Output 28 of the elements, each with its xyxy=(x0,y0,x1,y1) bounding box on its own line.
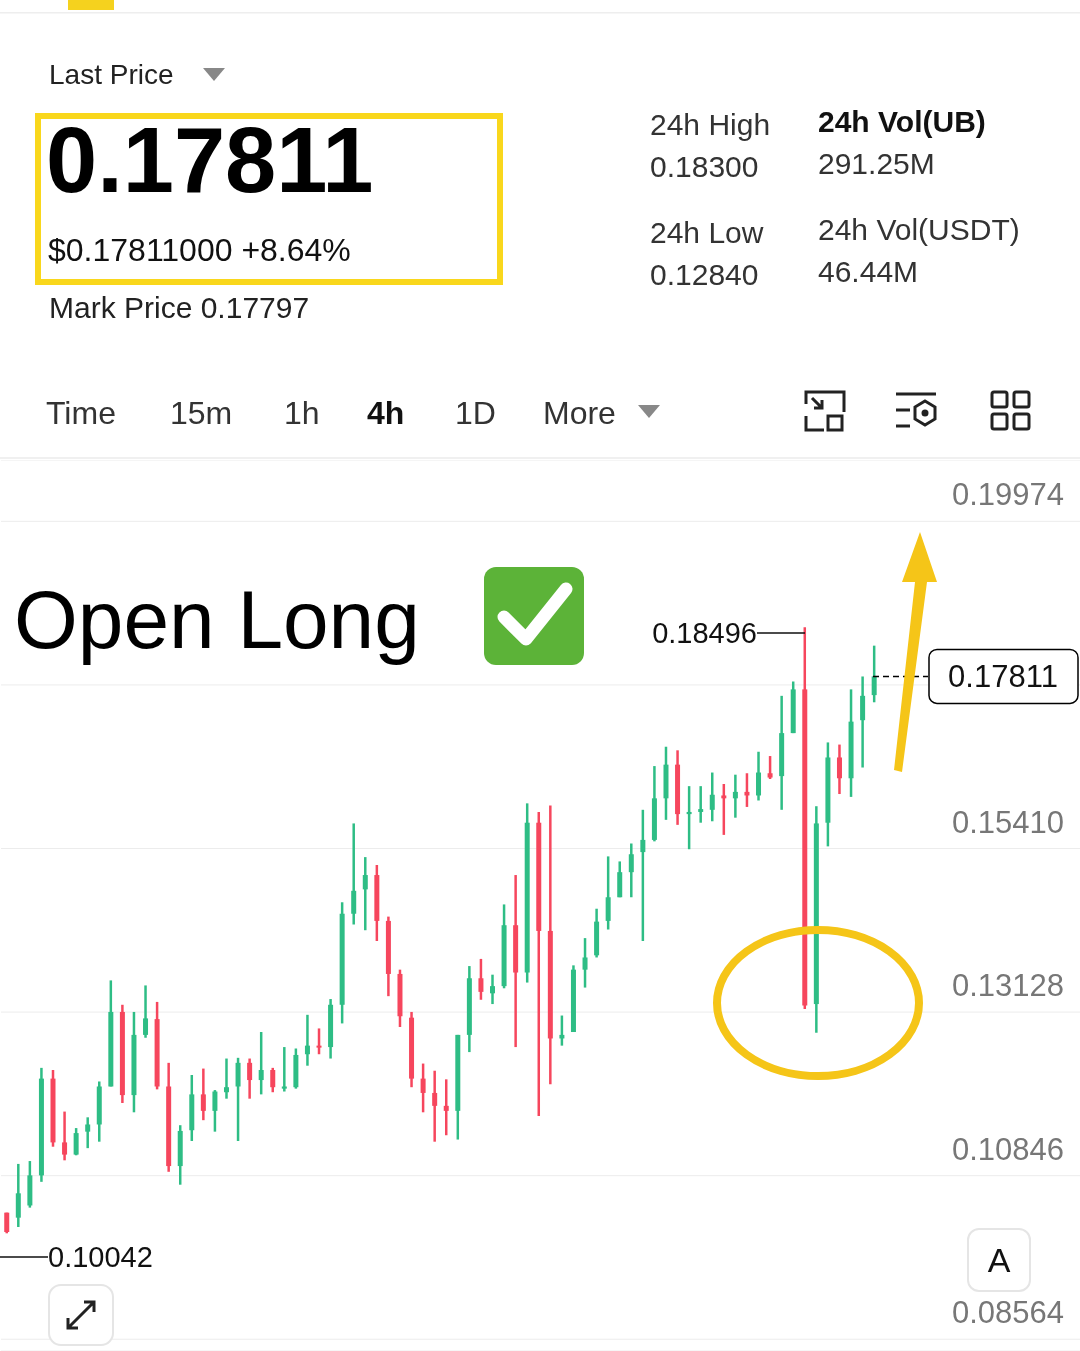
y-tick-label: 0.08564 xyxy=(951,1295,1064,1331)
y-tick-label: 0.13128 xyxy=(951,968,1064,1004)
text: More xyxy=(543,395,616,431)
text: Mark Price 0.17797 xyxy=(49,291,310,324)
text: 24h Low xyxy=(650,216,764,249)
text: A xyxy=(987,1240,1011,1280)
y-tick-label: 0.10846 xyxy=(951,1131,1064,1167)
text: Last Price xyxy=(49,59,174,90)
text: 0.18300 xyxy=(650,150,759,183)
text: 1h xyxy=(284,395,320,431)
y-tick-label: 0.19974 xyxy=(951,477,1064,513)
text: 0.17811 xyxy=(46,109,374,211)
text: 46.44M xyxy=(818,255,919,288)
text: 4h xyxy=(367,395,405,431)
text: 291.25M xyxy=(818,147,935,180)
text: 0.12840 xyxy=(650,258,759,291)
text: 15m xyxy=(170,395,233,431)
text: 24h High xyxy=(650,108,771,141)
annotation: Open Long xyxy=(14,574,420,665)
annotation: 0.10042 xyxy=(48,1240,153,1273)
text: 1D xyxy=(455,395,496,431)
annotation: 0.18496 xyxy=(652,616,757,649)
ref-line-label: 0.17811 xyxy=(948,659,1058,695)
text: 24h Vol(USDT) xyxy=(818,213,1020,246)
text: Time xyxy=(46,395,116,431)
text: $0.17811000 +8.64% xyxy=(48,232,351,268)
text: 24h Vol(UB) xyxy=(818,105,986,138)
y-tick-label: 0.15410 xyxy=(951,804,1064,840)
